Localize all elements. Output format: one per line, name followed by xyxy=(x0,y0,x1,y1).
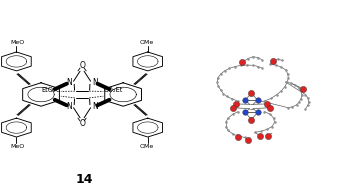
Text: N: N xyxy=(93,102,98,111)
Text: OMe: OMe xyxy=(140,144,154,149)
Text: MeO: MeO xyxy=(10,144,24,149)
Text: N: N xyxy=(66,78,71,87)
Text: O: O xyxy=(79,61,85,70)
Text: MeO: MeO xyxy=(10,40,24,45)
Text: N: N xyxy=(93,78,98,87)
Text: 14: 14 xyxy=(75,173,93,186)
Text: N: N xyxy=(66,102,71,111)
Text: OMe: OMe xyxy=(140,40,154,45)
Text: CO₂Et: CO₂Et xyxy=(104,87,123,93)
Text: EtO₂C: EtO₂C xyxy=(41,87,60,93)
Text: O: O xyxy=(79,119,85,128)
